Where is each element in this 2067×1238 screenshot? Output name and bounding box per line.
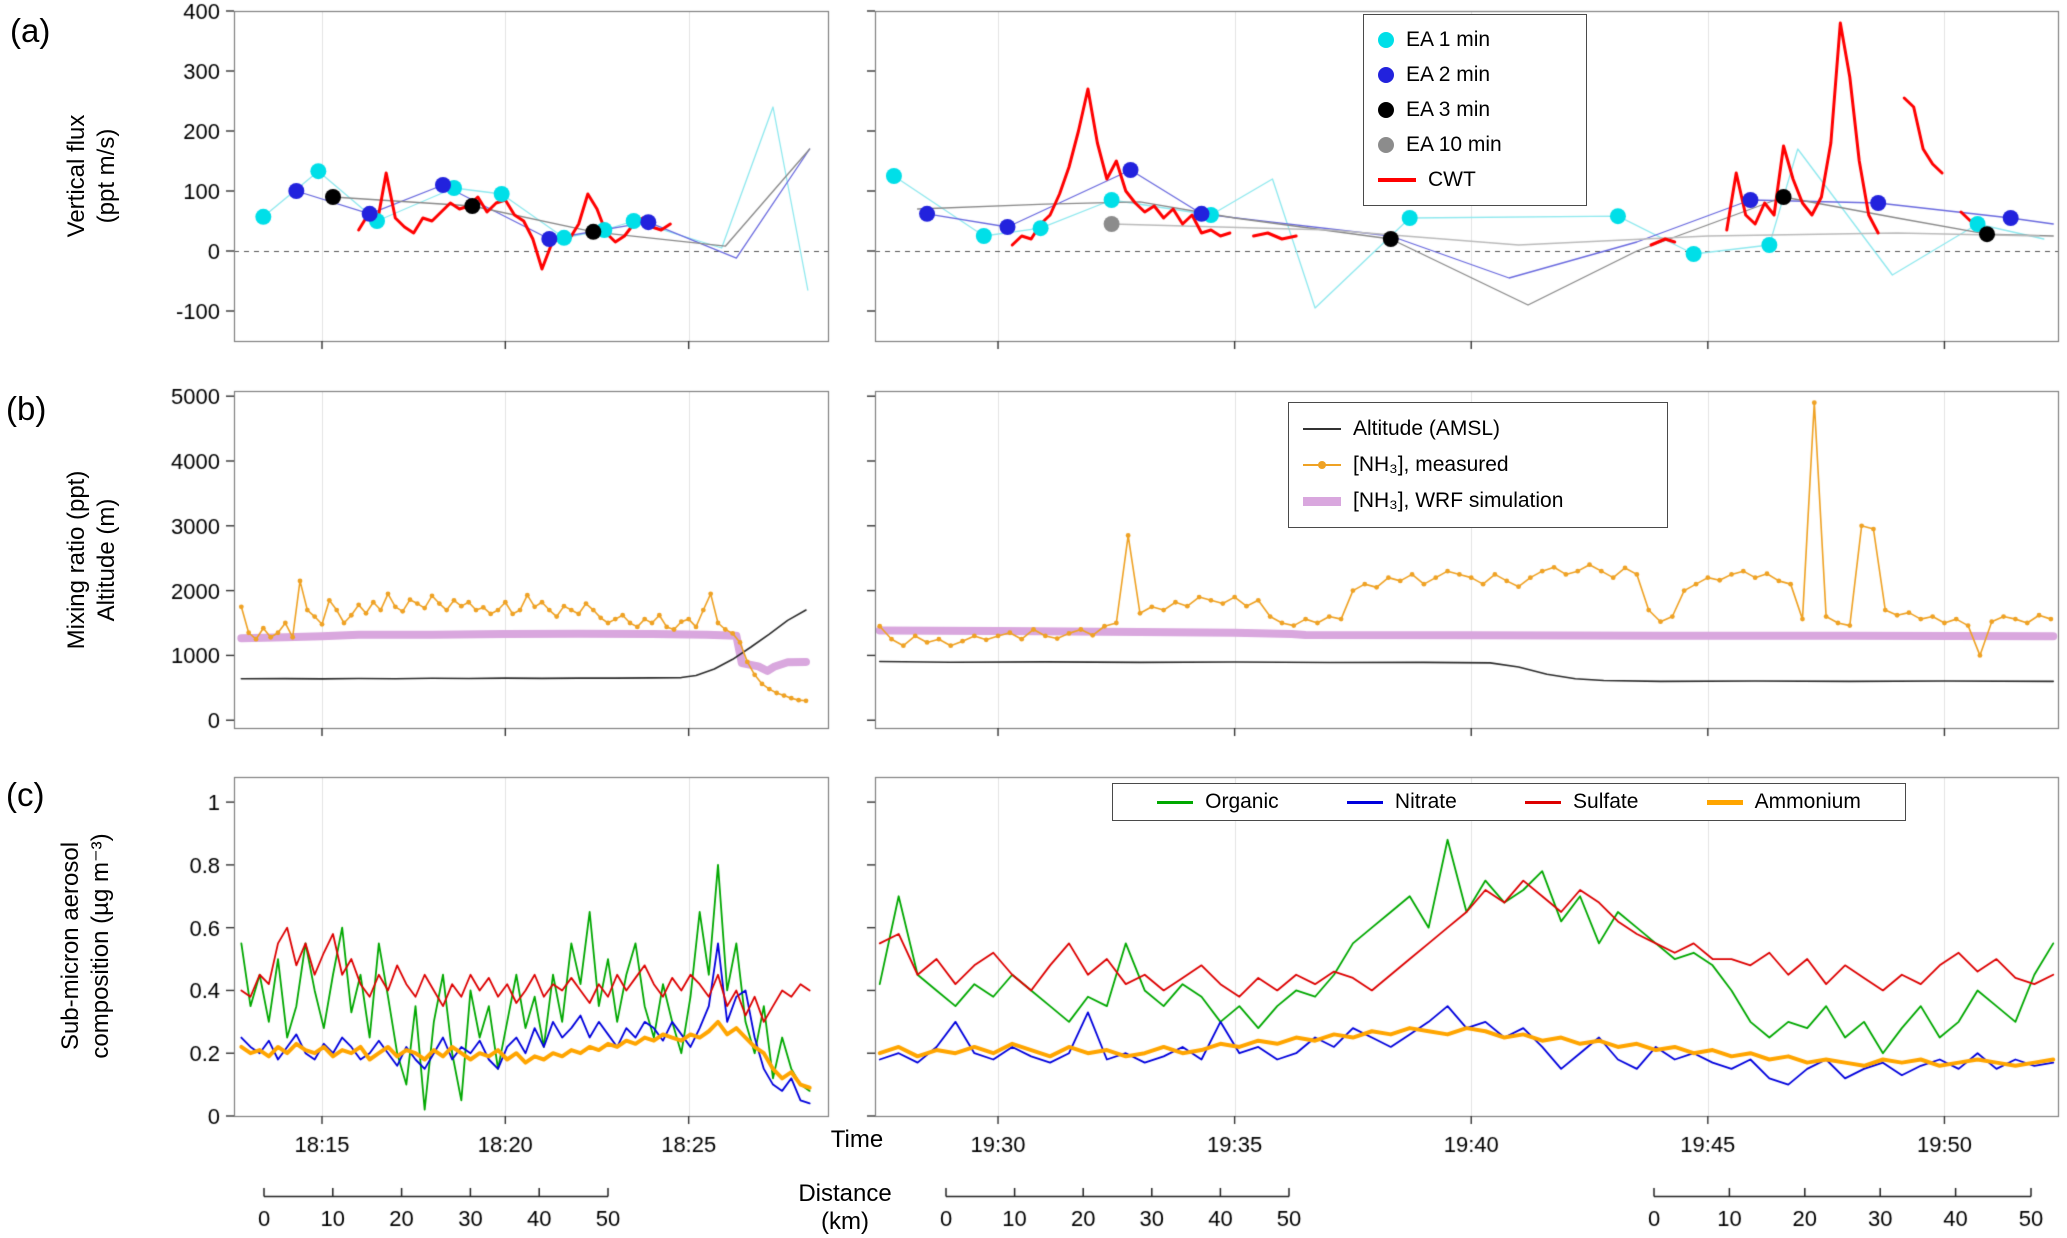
y-axis-label-b-line2: Altitude (m) bbox=[93, 498, 120, 622]
distance-axis-label-line2: (km) bbox=[821, 1208, 869, 1235]
legend-marker-dot bbox=[1318, 461, 1326, 469]
legend-item-ea-10-min: EA 10 min bbox=[1378, 133, 1572, 157]
legend-mixing-ratio: Altitude (AMSL) [NH₃], measured [NH₃], WRF… bbox=[1288, 402, 1668, 528]
time-axis-label: Time bbox=[830, 1126, 884, 1153]
legend-item-nitrate: Nitrate bbox=[1346, 790, 1457, 814]
y-axis-label-c-line1: Sub-micron aerosol bbox=[57, 841, 84, 1051]
distance-axis-label-line1: Distance bbox=[798, 1180, 892, 1207]
panel-label-a: (a) bbox=[10, 12, 51, 49]
legend-label: Organic bbox=[1205, 790, 1279, 813]
y-axis-label-c: Sub-micron aerosol composition (µg m⁻³) bbox=[57, 746, 115, 1146]
panel-label-b: (b) bbox=[6, 390, 47, 427]
legend-label: [NH₃], measured bbox=[1353, 453, 1509, 476]
legend-label: Sulfate bbox=[1573, 790, 1639, 813]
legend-label: EA 10 min bbox=[1406, 132, 1502, 156]
legend-aerosol: Organic Nitrate Sulfate Ammonium bbox=[1112, 783, 1906, 821]
y-axis-label-c-line2: composition (µg m⁻³) bbox=[87, 833, 114, 1059]
legend-flux: EA 1 min EA 2 min EA 3 min EA 10 min CWT bbox=[1363, 14, 1587, 206]
legend-item-sulfate: Sulfate bbox=[1525, 790, 1638, 814]
legend-label: Nitrate bbox=[1394, 790, 1457, 813]
legend-item-ea-1-min: EA 1 min bbox=[1378, 28, 1572, 52]
gray-dot-marker bbox=[1378, 136, 1394, 153]
cyan-dot-marker bbox=[1378, 32, 1394, 49]
legend-item-ammonium: Ammonium bbox=[1706, 790, 1861, 814]
y-axis-label-a-line1: Vertical flux bbox=[63, 114, 90, 238]
blue-line-marker bbox=[1346, 800, 1383, 804]
legend-item-altitude-amsl-: Altitude (AMSL) bbox=[1303, 417, 1653, 441]
legend-item-cwt: CWT bbox=[1378, 168, 1572, 192]
red-line-marker bbox=[1378, 177, 1416, 182]
legend-item-ea-2-min: EA 2 min bbox=[1378, 63, 1572, 87]
legend-item-organic: Organic bbox=[1157, 790, 1279, 814]
black-line-marker bbox=[1303, 428, 1341, 430]
y-axis-label-a-line2: (ppt m/s) bbox=[93, 128, 120, 224]
black-dot-marker bbox=[1378, 101, 1394, 118]
green-line-marker bbox=[1157, 800, 1194, 804]
y-axis-label-b-line1: Mixing ratio (ppt) bbox=[63, 470, 90, 650]
legend-item--nh-measured: [NH₃], measured bbox=[1303, 453, 1653, 477]
legend-label: Ammonium bbox=[1754, 790, 1861, 813]
legend-label: [NH₃], WRF simulation bbox=[1353, 489, 1564, 512]
red-line-marker bbox=[1525, 800, 1562, 804]
legend-item--nh-wrf-simulation: [NH₃], WRF simulation bbox=[1303, 489, 1653, 513]
legend-label: EA 2 min bbox=[1406, 63, 1491, 87]
legend-label: EA 3 min bbox=[1406, 97, 1491, 121]
legend-label: Altitude (AMSL) bbox=[1353, 417, 1501, 440]
legend-label: EA 1 min bbox=[1406, 28, 1491, 52]
orange-line-marker bbox=[1706, 799, 1743, 805]
distance-axis-label: Distance (km) bbox=[760, 1180, 930, 1236]
y-axis-label-b: Mixing ratio (ppt) Altitude (m) bbox=[63, 390, 121, 730]
y-axis-label-a: Vertical flux (ppt m/s) bbox=[63, 6, 121, 346]
legend-item-ea-3-min: EA 3 min bbox=[1378, 98, 1572, 122]
panel-label-c: (c) bbox=[6, 776, 45, 813]
blue-dot-marker bbox=[1378, 67, 1394, 84]
legend-label: CWT bbox=[1428, 167, 1476, 191]
violet-thick-line-marker bbox=[1303, 496, 1341, 506]
orange-line-dot-marker bbox=[1303, 461, 1341, 469]
